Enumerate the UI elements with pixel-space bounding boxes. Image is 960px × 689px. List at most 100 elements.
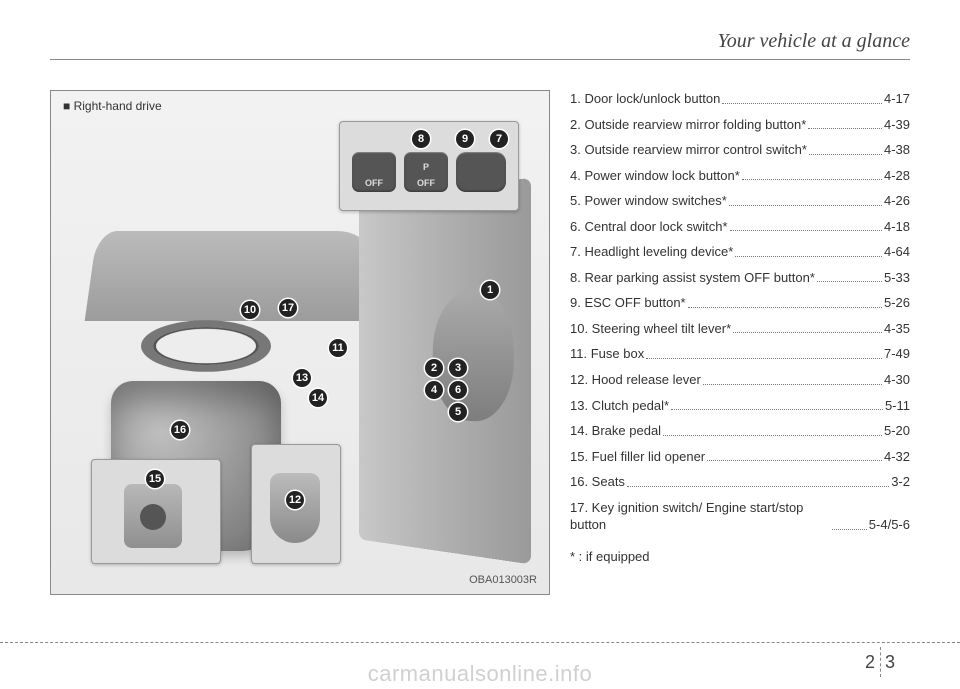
- list-item-label: 6. Central door lock switch*: [570, 218, 728, 236]
- list-item: 12. Hood release lever 4-30: [570, 371, 910, 389]
- callout-2: 2: [425, 359, 443, 377]
- list-item: 16. Seats 3-2: [570, 473, 910, 491]
- callout-8: 8: [412, 130, 430, 148]
- list-item-label: 14. Brake pedal: [570, 422, 661, 440]
- leader-dots: [688, 307, 882, 308]
- figure-caption: ■ Right-hand drive: [63, 99, 162, 113]
- callout-12: 12: [286, 491, 304, 509]
- leader-dots: [703, 384, 882, 385]
- list-item: 14. Brake pedal 5-20: [570, 422, 910, 440]
- list-item-label: 4. Power window lock button*: [570, 167, 740, 185]
- list-item-page: 5-11: [885, 397, 910, 415]
- list-item: 6. Central door lock switch*4-18: [570, 218, 910, 236]
- list-item-label: 10. Steering wheel tilt lever*: [570, 320, 731, 338]
- callout-11: 11: [329, 339, 347, 357]
- list-item-label: 3. Outside rearview mirror control switc…: [570, 141, 807, 159]
- leader-dots: [627, 486, 889, 487]
- list-item-label: 11. Fuse box: [570, 345, 644, 363]
- steering-wheel-shape: [141, 320, 271, 372]
- callout-10: 10: [241, 301, 259, 319]
- list-item: 2. Outside rearview mirror folding butto…: [570, 116, 910, 134]
- list-item: 11. Fuse box 7-49: [570, 345, 910, 363]
- callout-14: 14: [309, 389, 327, 407]
- content-row: ■ Right-hand drive OFF P OFF 9 8 7: [50, 90, 910, 595]
- headlight-level-dial-graphic: [456, 152, 506, 192]
- list-item-label: 15. Fuel filler lid opener: [570, 448, 705, 466]
- list-item: 7. Headlight leveling device* 4-64: [570, 243, 910, 261]
- list-item-label: 7. Headlight leveling device*: [570, 243, 733, 261]
- list-item-label: 12. Hood release lever: [570, 371, 701, 389]
- inset-fuel-lid: 15: [91, 459, 221, 564]
- list-item-label: 17. Key ignition switch/ Engine start/st…: [570, 499, 830, 534]
- footnote: * : if equipped: [570, 548, 910, 566]
- esc-off-label: OFF: [352, 178, 396, 188]
- callout-5: 5: [449, 403, 467, 421]
- list-item-label: 2. Outside rearview mirror folding butto…: [570, 116, 806, 134]
- list-item-page: 4-28: [884, 167, 910, 185]
- fuel-lid-lever-graphic: [124, 484, 182, 548]
- parking-p-label: P: [404, 162, 448, 172]
- list-item-page: 5-26: [884, 294, 910, 312]
- inset-top-controls: OFF P OFF 9 8 7: [339, 121, 519, 211]
- footer-dash-line: [0, 642, 960, 643]
- square-bullet-icon: ■: [63, 99, 70, 113]
- list-item-page: 5-4/5-6: [869, 516, 910, 534]
- list-item: 4. Power window lock button* 4-28: [570, 167, 910, 185]
- callout-16: 16: [171, 421, 189, 439]
- leader-dots: [663, 435, 882, 436]
- callout-1: 1: [481, 281, 499, 299]
- callout-13: 13: [293, 369, 311, 387]
- page: Your vehicle at a glance ■ Right-hand dr…: [0, 0, 960, 689]
- list-item: 3. Outside rearview mirror control switc…: [570, 141, 910, 159]
- figure-caption-text: Right-hand drive: [74, 99, 162, 113]
- list-item-page: 4-32: [884, 448, 910, 466]
- list-item-page: 4-26: [884, 192, 910, 210]
- leader-dots: [730, 230, 882, 231]
- door-armrest-shape: [433, 288, 514, 424]
- inset-hood-release: 12: [251, 444, 341, 564]
- list-item-page: 7-49: [884, 345, 910, 363]
- leader-dots: [817, 281, 882, 282]
- list-item-page: 4-17: [884, 90, 910, 108]
- list-item: 5. Power window switches* 4-26: [570, 192, 910, 210]
- parking-off-label: OFF: [404, 178, 448, 188]
- leader-dots: [832, 529, 867, 530]
- list-item-page: 4-64: [884, 243, 910, 261]
- list-host: 1. Door lock/unlock button 4-17 2. Outside…: [570, 90, 910, 534]
- list-item: 9. ESC OFF button*5-26: [570, 294, 910, 312]
- list-item-page: 5-20: [884, 422, 910, 440]
- leader-dots: [733, 332, 882, 333]
- leader-dots: [742, 179, 882, 180]
- list-item-page: 4-30: [884, 371, 910, 389]
- figure-code: OBA013003R: [469, 574, 537, 586]
- list-item: 15. Fuel filler lid opener 4-32: [570, 448, 910, 466]
- watermark: carmanualsonline.info: [0, 661, 960, 687]
- list-item-page: 4-35: [884, 320, 910, 338]
- list-item-label: 16. Seats: [570, 473, 625, 491]
- list-item-page: 5-33: [884, 269, 910, 287]
- callout-4: 4: [425, 381, 443, 399]
- list-item: 1. Door lock/unlock button 4-17: [570, 90, 910, 108]
- leader-dots: [729, 205, 882, 206]
- page-title: Your vehicle at a glance: [50, 30, 910, 60]
- list-item: 13. Clutch pedal*5-11: [570, 397, 910, 415]
- callout-17: 17: [279, 299, 297, 317]
- list-item-page: 4-39: [884, 116, 910, 134]
- list-item-label: 1. Door lock/unlock button: [570, 90, 720, 108]
- list-item-label: 8. Rear parking assist system OFF button…: [570, 269, 815, 287]
- callout-6: 6: [449, 381, 467, 399]
- callout-3: 3: [449, 359, 467, 377]
- list-item: 8. Rear parking assist system OFF button…: [570, 269, 910, 287]
- interior-diagram: ■ Right-hand drive OFF P OFF 9 8 7: [50, 90, 550, 595]
- leader-dots: [722, 103, 882, 104]
- list-item-page: 4-38: [884, 141, 910, 159]
- list-item-label: 5. Power window switches*: [570, 192, 727, 210]
- list-item-page: 3-2: [891, 473, 910, 491]
- leader-dots: [735, 256, 882, 257]
- list-item: 10. Steering wheel tilt lever* 4-35: [570, 320, 910, 338]
- list-item: 17. Key ignition switch/ Engine start/st…: [570, 499, 910, 534]
- leader-dots: [707, 460, 882, 461]
- leader-dots: [646, 358, 882, 359]
- leader-dots: [809, 154, 882, 155]
- callout-15: 15: [146, 470, 164, 488]
